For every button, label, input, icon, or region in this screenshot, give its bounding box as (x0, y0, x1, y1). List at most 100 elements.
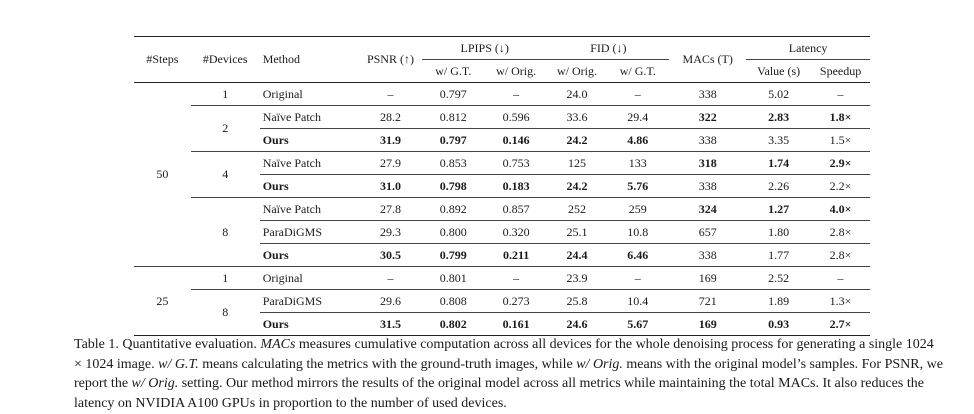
lpips-orig-cell: – (513, 86, 520, 101)
speedup-cell: 2.9× (829, 155, 852, 170)
method-cell: Ours (262, 316, 289, 331)
caption-orig-term-2: w/ Orig. (131, 376, 179, 391)
header-latency: Latency (746, 36, 870, 60)
macs-cell: 318 (698, 155, 717, 170)
macs-cell: 338 (698, 178, 717, 193)
header-lpips-orig: w/ Orig. (496, 63, 537, 78)
lpips-gt-cell: 0.800 (439, 224, 467, 239)
devices-cell: 1 (222, 86, 229, 101)
results-table: #Steps #Devices Method PSNR (↑) LPIPS (↓… (134, 36, 870, 336)
lpips-gt-cell: 0.892 (439, 201, 467, 216)
lpips-gt-cell: 0.797 (439, 86, 467, 101)
method-cell: Naïve Patch (262, 155, 321, 170)
lpips-orig-cell: 0.146 (502, 132, 530, 147)
caption-part2: means calculating the metrics with the g… (198, 356, 577, 372)
table-row: Ours 31.9 0.797 0.146 24.2 4.86 338 3.35… (134, 128, 870, 152)
method-cell: Ours (262, 247, 289, 262)
fid-gt-cell: 5.76 (627, 178, 649, 193)
lpips-gt-cell: 0.808 (439, 293, 467, 308)
lpips-gt-cell: 0.799 (439, 247, 467, 262)
lpips-orig-cell: 0.596 (502, 109, 530, 124)
table-row: Ours 31.0 0.798 0.183 24.2 5.76 338 2.26… (134, 174, 870, 198)
caption-part1: measures cumulative computation across a… (74, 337, 934, 372)
lpips-gt-cell: 0.812 (439, 109, 467, 124)
fid-gt-cell: 4.86 (627, 132, 649, 147)
speedup-cell: 4.0× (829, 201, 852, 216)
macs-cell: 169 (698, 270, 717, 285)
psnr-cell: 28.2 (379, 109, 401, 124)
header-devices: #Devices (190, 36, 260, 83)
lpips-orig-cell: 0.211 (502, 247, 530, 262)
latency-cell: 2.83 (768, 109, 790, 124)
latency-cell: 1.77 (768, 247, 790, 262)
macs-cell: 322 (698, 109, 717, 124)
psnr-cell: – (387, 270, 394, 285)
macs-cell: 338 (698, 86, 717, 101)
fid-orig-cell: 25.8 (566, 293, 588, 308)
fid-gt-cell: 5.67 (627, 316, 649, 331)
psnr-cell: 30.5 (379, 247, 401, 262)
table-row: 8 Naïve Patch 27.8 0.892 0.857 252 259 3… (134, 197, 870, 267)
fid-gt-cell: 259 (628, 201, 647, 216)
lpips-orig-cell: 0.183 (502, 178, 530, 193)
fid-orig-cell: 25.1 (566, 224, 588, 239)
table-caption: Table 1. Quantitative evaluation. MACs m… (74, 335, 944, 413)
latency-cell: 1.89 (768, 293, 790, 308)
lpips-gt-cell: 0.798 (439, 178, 467, 193)
fid-orig-cell: 252 (567, 201, 586, 216)
lpips-orig-cell: – (513, 270, 520, 285)
latency-cell: 1.27 (768, 201, 790, 216)
speedup-cell: 1.5× (829, 132, 852, 147)
method-cell: Naïve Patch (262, 201, 321, 216)
lpips-orig-cell: 0.857 (502, 201, 530, 216)
macs-cell: 338 (698, 247, 717, 262)
psnr-cell: – (387, 86, 394, 101)
speedup-cell: – (837, 270, 844, 285)
caption-part3: means with the original model’s samples.… (74, 356, 943, 392)
steps-cell: 50 (156, 167, 169, 181)
header-method: Method (259, 36, 360, 83)
devices-cell: 8 (190, 197, 260, 267)
fid-gt-cell: 133 (628, 155, 647, 170)
fid-gt-cell: 29.4 (627, 109, 649, 124)
latency-cell: 5.02 (768, 86, 790, 101)
speedup-cell: 2.2× (829, 178, 852, 193)
psnr-cell: 27.9 (379, 155, 401, 170)
header-fid-orig: w/ Orig. (556, 63, 597, 78)
lpips-orig-cell: 0.273 (502, 293, 530, 308)
results-table-container: #Steps #Devices Method PSNR (↑) LPIPS (↓… (134, 36, 870, 336)
fid-orig-cell: 24.6 (566, 316, 588, 331)
speedup-cell: 1.3× (829, 293, 852, 308)
caption-orig-term: w/ Orig. (576, 356, 623, 372)
fid-orig-cell: 24.4 (566, 247, 588, 262)
latency-cell: 0.93 (768, 316, 790, 331)
table-row: 2 Naïve Patch 28.2 0.812 0.596 33.6 29.4… (134, 105, 870, 152)
header-latency-value: Value (s) (757, 63, 801, 78)
table-row: ParaDiGMS 29.3 0.800 0.320 25.1 10.8 657… (134, 220, 870, 244)
devices-cell: 4 (190, 151, 260, 198)
header-steps: #Steps (134, 36, 191, 83)
fid-orig-cell: 23.9 (566, 270, 588, 285)
latency-cell: 2.26 (768, 178, 790, 193)
latency-cell: 3.35 (768, 132, 790, 147)
header-row-1: #Steps #Devices Method PSNR (↑) LPIPS (↓… (134, 36, 870, 83)
psnr-cell: 31.0 (379, 178, 401, 193)
fid-orig-cell: 24.2 (566, 132, 588, 147)
devices-cell: 8 (190, 289, 260, 336)
header-fid: FID (↓) (547, 36, 670, 60)
psnr-cell: 31.5 (379, 316, 401, 331)
fid-orig-cell: 125 (567, 155, 586, 170)
psnr-cell: 27.8 (379, 201, 401, 216)
fid-gt-cell: – (634, 86, 641, 101)
header-fid-gt: w/ G.T. (619, 63, 656, 78)
table-row: 8 ParaDiGMS 29.6 0.808 0.273 25.8 10.4 7… (134, 289, 870, 336)
latency-cell: 2.52 (768, 270, 790, 285)
table-row: 4 Naïve Patch 27.9 0.853 0.753 125 133 3… (134, 151, 870, 198)
header-row-2: w/ G.T. w/ Orig. w/ Orig. w/ G.T. Value … (134, 60, 870, 83)
latency-cell: 1.74 (768, 155, 790, 170)
psnr-cell: 29.3 (379, 224, 401, 239)
method-cell: ParaDiGMS (262, 293, 323, 308)
header-lpips: LPIPS (↓) (421, 36, 548, 60)
lpips-gt-cell: 0.853 (439, 155, 467, 170)
macs-cell: 169 (698, 316, 717, 331)
